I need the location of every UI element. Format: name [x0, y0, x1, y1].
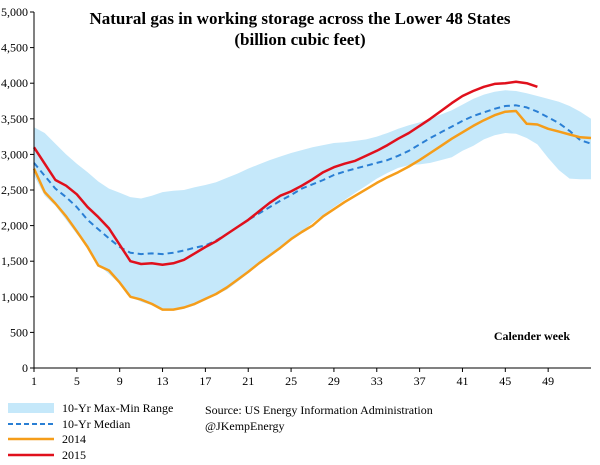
x-tick-label: 5 [74, 374, 80, 388]
series-line-2015 [32, 80, 538, 267]
x-tick-label: 17 [199, 374, 211, 388]
x-tick-label: 37 [414, 374, 426, 388]
chart-subtitle: (billion cubic feet) [234, 30, 365, 49]
x-tick-label: 9 [117, 374, 123, 388]
y-tick-label: 0 [22, 361, 28, 375]
series-line-10-yr-median [33, 104, 592, 256]
y-tick-label: 4,500 [1, 41, 28, 55]
x-tick-label: 33 [371, 374, 383, 388]
y-tick-label: 2,500 [1, 183, 28, 197]
y-tick-label: 4,000 [1, 76, 28, 90]
y-axis: 0 500 1,000 1,500 2,000 2,500 3,000 3,500 4,000 4… [1, 5, 35, 375]
series-line-2014 [32, 109, 592, 311]
x-tick-label: 45 [499, 374, 511, 388]
plot-area [32, 80, 592, 311]
legend: 10-Yr Max-Min Range 10-Yr Median 2014 20… [8, 401, 173, 462]
x-tick-label: 25 [285, 374, 297, 388]
legend-label-2014: 2014 [62, 432, 86, 446]
x-tick-label: 21 [242, 374, 254, 388]
range-band [34, 90, 591, 311]
x-tick-label: 1 [31, 374, 37, 388]
chart-title: Natural gas in working storage across th… [89, 9, 510, 28]
x-tick-label: 29 [328, 374, 340, 388]
author-note: @JKempEnergy [205, 419, 284, 433]
y-tick-label: 1,500 [1, 254, 28, 268]
legend-label-2015: 2015 [62, 448, 86, 462]
y-tick-label: 500 [10, 325, 28, 339]
legend-swatch-range [8, 403, 54, 413]
y-tick-label: 3,500 [1, 112, 28, 126]
y-tick-label: 1,000 [1, 290, 28, 304]
y-tick-label: 5,000 [1, 5, 28, 19]
x-tick-label: 41 [456, 374, 468, 388]
x-tick-label: 49 [542, 374, 554, 388]
y-tick-label: 2,000 [1, 219, 28, 233]
source-note: Source: US Energy Information Administra… [205, 403, 433, 417]
x-axis-label: Calender week [494, 329, 570, 343]
legend-label-range: 10-Yr Max-Min Range [62, 401, 173, 415]
legend-label-median: 10-Yr Median [62, 417, 130, 431]
y-tick-label: 3,000 [1, 147, 28, 161]
x-axis: 1 5 9 13 17 21 25 29 33 37 41 45 49 [31, 367, 591, 388]
x-tick-label: 13 [157, 374, 169, 388]
